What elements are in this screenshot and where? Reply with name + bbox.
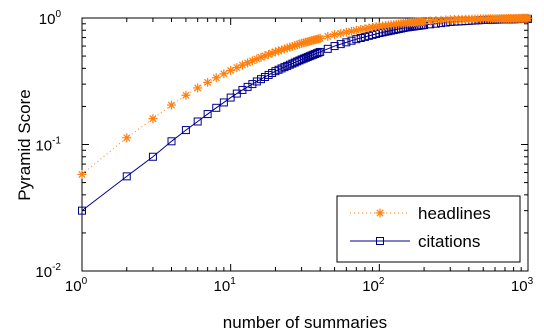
data-point [77, 169, 87, 179]
data-point [248, 80, 257, 89]
legend-label: headlines [418, 204, 491, 223]
data-point [283, 61, 292, 70]
data-point [277, 64, 286, 73]
data-point [316, 47, 325, 56]
y-tick-base: 10 [39, 11, 56, 28]
data-point [330, 30, 340, 40]
x-tick-label: 100 [65, 276, 88, 295]
x-tick-label: 103 [511, 276, 534, 295]
data-point [419, 16, 429, 26]
data-point [256, 52, 266, 62]
legend-box [336, 195, 521, 263]
data-point [336, 28, 346, 38]
data-point [181, 126, 190, 135]
legend-entry-citations: citations [350, 232, 480, 251]
data-point [523, 13, 533, 23]
legend-label: citations [418, 232, 480, 251]
data-point [356, 34, 365, 43]
y-tick-exponent: 0 [55, 9, 61, 20]
x-tick-base: 10 [214, 278, 231, 295]
data-point [219, 69, 229, 79]
data-point [148, 152, 157, 161]
x-axis-title: number of summaries [223, 313, 387, 332]
data-point [295, 56, 304, 65]
data-point [181, 90, 191, 100]
data-point [226, 65, 236, 75]
x-tick-exponent: 0 [82, 276, 88, 287]
y-axis-title: Pyramid Score [15, 89, 34, 200]
legend: headlines citations [336, 195, 521, 263]
data-point [330, 42, 339, 51]
x-tick-base: 10 [511, 278, 528, 295]
data-point [352, 35, 361, 44]
series-headlines [77, 13, 533, 179]
x-tick-exponent: 3 [528, 276, 534, 287]
x-tick-base: 10 [362, 278, 379, 295]
data-point [252, 77, 261, 86]
data-point [148, 114, 158, 124]
data-point [299, 54, 308, 63]
y-tick-label: 10-1 [35, 136, 61, 155]
data-point [314, 48, 323, 57]
data-point [347, 36, 356, 45]
data-point [211, 73, 221, 83]
x-tick-exponent: 2 [379, 276, 385, 287]
data-point [203, 77, 213, 87]
data-point [78, 206, 86, 215]
x-tick-base: 10 [65, 278, 82, 295]
y-tick-base: 10 [35, 138, 52, 155]
x-tick-label: 102 [362, 276, 385, 295]
data-point [167, 137, 176, 146]
x-tick-exponent: 1 [230, 276, 236, 287]
data-point [323, 31, 333, 41]
data-point [203, 110, 212, 119]
data-point [219, 98, 228, 107]
data-point [247, 56, 257, 66]
y-tick-exponent: -1 [52, 136, 61, 147]
data-point [243, 82, 252, 91]
data-point [122, 172, 131, 181]
data-point [193, 117, 202, 126]
y-tick-label: 100 [39, 9, 62, 28]
data-point [193, 83, 203, 93]
legend-entry-headlines: headlines [350, 204, 491, 223]
data-point [212, 103, 221, 112]
y-tick-base: 10 [35, 264, 52, 281]
data-point [315, 33, 325, 43]
data-point [122, 133, 132, 143]
series-layer [77, 13, 533, 215]
y-tick-label: 10-2 [35, 262, 61, 281]
data-point [297, 55, 306, 64]
data-point [375, 208, 385, 218]
x-tick-label: 101 [214, 276, 237, 295]
data-point [336, 40, 345, 49]
data-point [167, 100, 177, 110]
data-point [280, 63, 289, 72]
data-point [342, 38, 351, 47]
y-tick-exponent: -2 [52, 262, 61, 273]
data-point [425, 16, 435, 26]
data-point [376, 237, 384, 245]
